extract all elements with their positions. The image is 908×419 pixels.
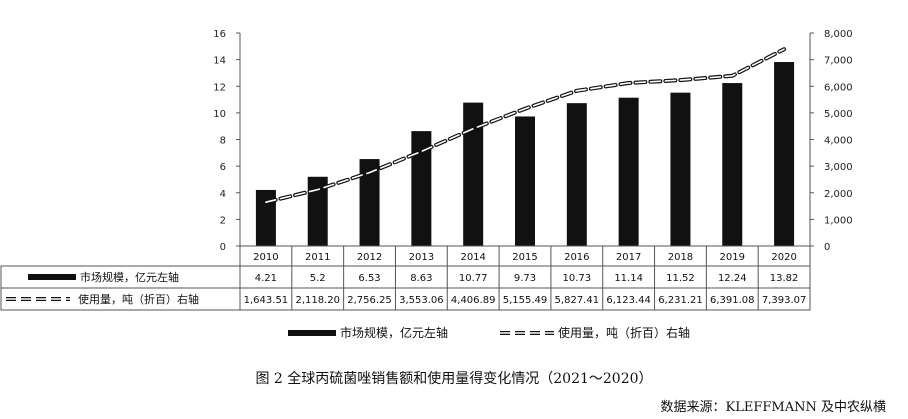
line-value-label: 7,393.07 [762, 295, 807, 306]
bar-value-label: 5.2 [310, 273, 326, 284]
right-tick-label: 7,000 [824, 56, 853, 67]
bar [515, 116, 535, 246]
left-tick-label: 4 [220, 189, 226, 200]
left-tick-label: 8 [220, 136, 226, 147]
right-tick-label: 1,000 [824, 215, 853, 226]
bar-value-label: 8.63 [410, 273, 432, 284]
right-tick-label: 5,000 [824, 109, 853, 120]
legend-label-market-size: 市场规模，亿元左轴 [340, 325, 448, 340]
right-tick-label: 8,000 [824, 29, 853, 40]
category-label: 2010 [253, 252, 278, 263]
bar-value-label: 10.77 [459, 273, 488, 284]
bar [463, 102, 484, 246]
line-value-label: 2,756.25 [347, 295, 392, 306]
bar-value-label: 12.24 [718, 273, 747, 284]
bar [618, 97, 639, 246]
bar [722, 83, 743, 247]
line-value-label: 4,406.89 [451, 295, 496, 306]
figure-caption: 图 2 全球丙硫菌唑销售额和使用量得变化情况（2021～2020） [255, 371, 653, 387]
legend-key-bar [288, 330, 336, 336]
left-tick-label: 6 [220, 162, 226, 173]
left-tick-label: 0 [220, 242, 226, 253]
category-label: 2017 [616, 252, 641, 263]
legend-label-usage: 使用量，吨（折百）右轴 [558, 325, 690, 340]
category-label: 2015 [512, 252, 537, 263]
bar [670, 92, 691, 246]
bar-value-label: 11.52 [666, 273, 695, 284]
bar-value-label: 9.73 [514, 273, 536, 284]
bar-value-label: 4.21 [255, 273, 277, 284]
left-tick-label: 2 [220, 215, 226, 226]
left-tick-label: 14 [213, 56, 226, 67]
right-tick-label: 4,000 [824, 136, 853, 147]
right-tick-label: 2,000 [824, 189, 853, 200]
category-label: 2019 [720, 252, 745, 263]
category-label: 2014 [460, 252, 485, 263]
line-value-label: 6,391.08 [710, 295, 755, 306]
line-value-label: 6,231.21 [658, 295, 703, 306]
row-label-usage: 使用量，吨（折百）右轴 [78, 292, 199, 306]
line-value-label: 5,827.41 [555, 295, 600, 306]
bar [255, 189, 276, 246]
line-value-label: 6,123.44 [606, 295, 651, 306]
bar [411, 131, 432, 246]
bar [566, 103, 587, 246]
row-key-bar [28, 274, 76, 280]
line-value-label: 2,118.20 [295, 295, 340, 306]
left-tick-label: 12 [213, 82, 226, 93]
right-tick-label: 6,000 [824, 82, 853, 93]
bar [774, 62, 795, 246]
line-value-label: 5,155.49 [503, 295, 548, 306]
left-tick-label: 10 [213, 109, 226, 120]
category-label: 2013 [409, 252, 434, 263]
bar-value-label: 10.73 [562, 273, 591, 284]
category-label: 2012 [357, 252, 382, 263]
category-label: 2011 [305, 252, 330, 263]
category-label: 2018 [668, 252, 693, 263]
line-value-label: 1,643.51 [244, 295, 289, 306]
category-label: 2016 [564, 252, 589, 263]
right-tick-label: 3,000 [824, 162, 853, 173]
right-tick-label: 0 [824, 242, 830, 253]
category-label: 2020 [771, 252, 796, 263]
bar-value-label: 11.14 [614, 273, 643, 284]
line-value-label: 3,553.06 [399, 295, 444, 306]
row-label-market-size: 市场规模，亿元左轴 [80, 270, 179, 284]
bar [359, 159, 380, 246]
bar-value-label: 13.82 [770, 273, 799, 284]
source-note: 数据来源：KLEFFMANN 及中农纵横 [660, 400, 886, 415]
bar-value-label: 6.53 [358, 273, 380, 284]
chart: 0 2 4 6 8 10 12 14 16 0 1,000 2,000 3,000 4,000 5,000 6… [0, 29, 853, 340]
left-tick-label: 16 [213, 29, 226, 40]
bar [307, 176, 328, 246]
usage-line-inner [265, 48, 785, 203]
